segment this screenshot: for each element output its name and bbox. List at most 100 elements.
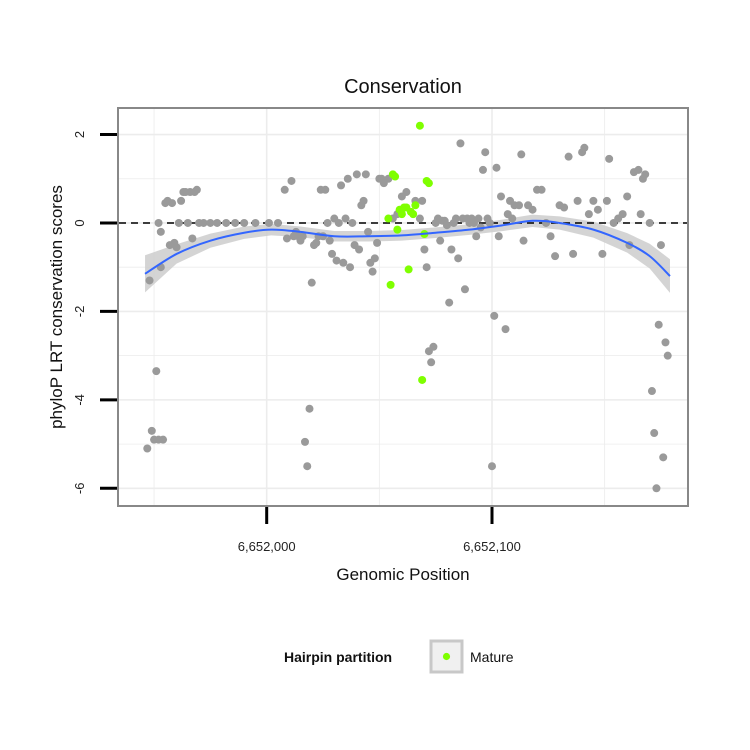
data-point bbox=[282, 234, 291, 243]
data-point bbox=[618, 210, 627, 219]
data-point bbox=[447, 245, 456, 254]
data-point bbox=[361, 170, 370, 179]
data-point bbox=[478, 165, 487, 174]
data-point bbox=[312, 238, 321, 247]
y-axis: -6 -4 -2 0 2 bbox=[72, 131, 117, 494]
data-point bbox=[402, 188, 411, 197]
data-point bbox=[546, 232, 555, 241]
data-point bbox=[177, 196, 186, 205]
data-point bbox=[420, 245, 429, 254]
data-point bbox=[515, 201, 524, 210]
data-point bbox=[337, 181, 346, 190]
data-point bbox=[422, 263, 431, 272]
chart-title: Conservation bbox=[344, 76, 462, 98]
data-point bbox=[589, 196, 598, 205]
data-point bbox=[537, 185, 546, 194]
data-point-mature bbox=[424, 179, 433, 188]
data-point bbox=[659, 453, 668, 462]
data-point bbox=[427, 358, 436, 367]
y-axis-title: phyloP LRT conservation scores bbox=[47, 185, 66, 429]
data-point bbox=[573, 196, 582, 205]
confidence-band bbox=[145, 214, 670, 293]
data-point bbox=[152, 367, 161, 376]
data-point-mature bbox=[384, 214, 393, 223]
data-point bbox=[206, 218, 215, 227]
data-point bbox=[174, 218, 183, 227]
plot-panel bbox=[117, 107, 689, 507]
data-point bbox=[641, 170, 650, 179]
data-point-mature bbox=[391, 172, 400, 181]
legend-mature-marker bbox=[442, 652, 451, 661]
data-point-mature bbox=[418, 375, 427, 384]
data-point bbox=[373, 238, 382, 247]
data-point bbox=[307, 278, 316, 287]
data-point bbox=[528, 205, 537, 214]
data-point bbox=[240, 218, 249, 227]
data-point bbox=[355, 245, 364, 254]
data-point bbox=[474, 214, 483, 223]
data-point bbox=[298, 232, 307, 241]
data-point bbox=[168, 199, 177, 208]
data-point bbox=[645, 218, 654, 227]
data-point bbox=[334, 218, 343, 227]
data-point bbox=[436, 236, 445, 245]
data-point bbox=[280, 185, 289, 194]
data-point bbox=[654, 320, 663, 329]
data-point bbox=[584, 210, 593, 219]
data-point bbox=[485, 218, 494, 227]
data-point bbox=[602, 196, 611, 205]
data-point bbox=[192, 185, 201, 194]
data-point bbox=[663, 351, 672, 360]
data-point bbox=[605, 154, 614, 163]
y-tick-label: -4 bbox=[72, 394, 87, 406]
y-tick-label: -6 bbox=[72, 483, 87, 495]
data-point bbox=[145, 276, 154, 285]
data-point bbox=[343, 174, 352, 183]
data-point bbox=[472, 232, 481, 241]
data-point bbox=[339, 258, 348, 267]
data-point bbox=[415, 214, 424, 223]
data-point bbox=[497, 192, 506, 201]
data-point bbox=[199, 218, 208, 227]
smooth-line bbox=[144, 219, 671, 277]
data-point bbox=[501, 325, 510, 334]
data-point bbox=[490, 311, 499, 320]
data-point bbox=[460, 285, 469, 294]
y-tick-label: 0 bbox=[72, 219, 87, 226]
data-point bbox=[332, 256, 341, 265]
data-point bbox=[656, 241, 665, 250]
data-point bbox=[650, 429, 659, 438]
data-point bbox=[325, 236, 334, 245]
x-axis-title: Genomic Position bbox=[336, 565, 469, 584]
data-point bbox=[636, 210, 645, 219]
data-point bbox=[273, 218, 282, 227]
data-point bbox=[519, 236, 528, 245]
x-tick-label: 6,652,000 bbox=[238, 539, 296, 554]
data-point bbox=[346, 263, 355, 272]
data-point bbox=[445, 298, 454, 307]
x-tick-label: 6,652,100 bbox=[463, 539, 521, 554]
data-point bbox=[321, 185, 330, 194]
data-point bbox=[487, 462, 496, 471]
data-point bbox=[451, 214, 460, 223]
data-point-mature bbox=[393, 225, 402, 234]
data-point bbox=[564, 152, 573, 161]
data-point-mature bbox=[386, 280, 395, 289]
data-point bbox=[661, 338, 670, 347]
data-point bbox=[418, 196, 427, 205]
y-tick-label: -2 bbox=[72, 306, 87, 318]
data-point bbox=[429, 342, 438, 351]
data-point-mature bbox=[404, 265, 413, 274]
data-point bbox=[598, 249, 607, 258]
confidence-band-area bbox=[145, 214, 670, 293]
legend-label-mature: Mature bbox=[470, 649, 514, 665]
data-point bbox=[159, 435, 168, 444]
data-point bbox=[300, 437, 309, 446]
data-point bbox=[364, 227, 373, 236]
data-point bbox=[551, 252, 560, 261]
data-point-mature bbox=[409, 210, 418, 219]
legend-title: Hairpin partition bbox=[284, 649, 392, 665]
data-point-mature bbox=[415, 121, 424, 130]
data-point bbox=[634, 165, 643, 174]
